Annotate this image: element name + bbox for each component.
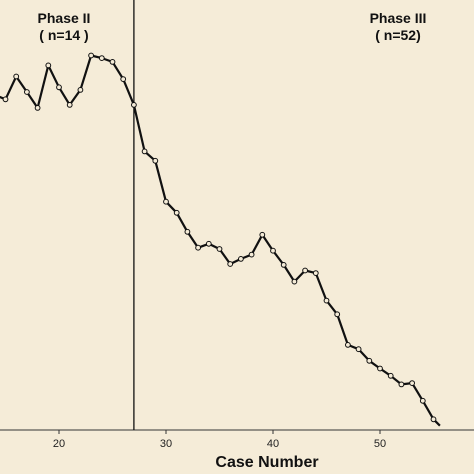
data-point — [334, 311, 341, 318]
x-tick-label: 40 — [267, 438, 279, 450]
data-point — [248, 251, 255, 258]
data-point — [419, 397, 426, 404]
phase-iii-count: ( n=52) — [375, 27, 421, 43]
data-point — [120, 76, 127, 82]
data-point — [302, 267, 309, 274]
data-point — [205, 240, 212, 247]
x-tick-label: 20 — [53, 438, 65, 450]
data-point — [398, 381, 405, 388]
data-point — [366, 357, 373, 364]
x-axis-title: Case Number — [215, 454, 319, 471]
data-point — [152, 157, 159, 164]
data-point — [345, 342, 351, 348]
data-point — [312, 270, 319, 277]
data-point — [34, 105, 41, 111]
phase-ii-label: Phase II ( n=14 ) — [22, 10, 106, 44]
data-point — [291, 278, 298, 285]
data-point — [387, 372, 394, 379]
data-point — [377, 365, 383, 372]
data-points-layer — [2, 52, 437, 423]
x-tick-layer: 20 30 40 50 — [53, 430, 386, 450]
data-point — [195, 244, 202, 251]
data-point — [56, 84, 62, 91]
x-tick-label: 30 — [160, 438, 172, 450]
data-point — [66, 102, 73, 108]
x-tick-label: 50 — [374, 438, 386, 450]
data-point — [409, 380, 416, 387]
data-point — [216, 246, 223, 252]
data-point — [24, 89, 30, 95]
data-point — [13, 73, 20, 80]
data-point — [109, 59, 116, 65]
data-point — [227, 261, 234, 267]
data-point — [77, 87, 84, 93]
data-point — [280, 262, 287, 268]
data-point — [355, 346, 362, 353]
data-point — [173, 209, 180, 216]
phase-iii-label: Phase III ( n=52) — [356, 10, 440, 44]
phase-ii-count: ( n=14 ) — [39, 27, 89, 43]
data-point — [270, 247, 276, 254]
data-point — [163, 198, 169, 205]
phase-ii-name: Phase II — [37, 10, 91, 26]
data-point — [184, 228, 191, 235]
data-point — [45, 62, 52, 69]
data-point — [98, 55, 105, 61]
data-point — [430, 416, 437, 423]
data-point — [323, 297, 330, 304]
series-line-layer — [0, 54, 441, 427]
series-line — [0, 54, 441, 427]
data-point — [88, 52, 94, 59]
data-point — [131, 102, 137, 108]
phase-iii-name: Phase III — [369, 10, 427, 26]
data-point — [259, 231, 266, 238]
data-point — [238, 256, 244, 262]
data-point — [2, 96, 9, 103]
data-point — [141, 148, 148, 155]
